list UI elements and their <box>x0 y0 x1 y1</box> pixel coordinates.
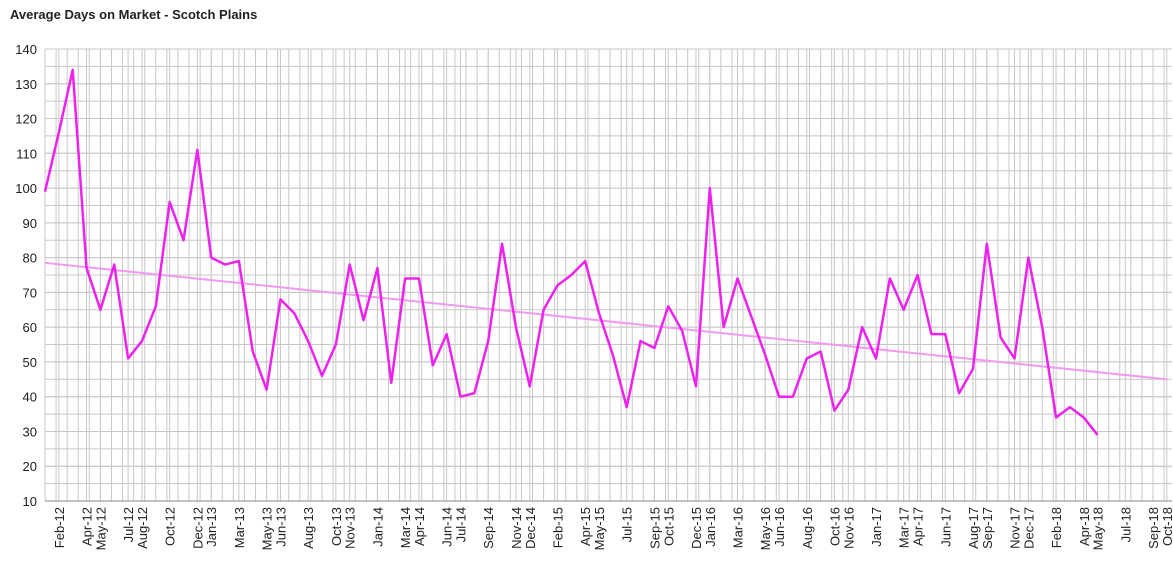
x-tick-label: Mar-14 <box>398 507 413 548</box>
x-tick-label: May-16 <box>758 507 773 550</box>
y-tick-label: 130 <box>15 77 37 92</box>
y-tick-label: 30 <box>23 424 37 439</box>
x-tick-label: Dec-15 <box>689 507 704 549</box>
y-tick-label: 80 <box>23 251 37 266</box>
x-tick-label: Oct-13 <box>329 507 344 546</box>
x-tick-label: Jul-12 <box>121 507 136 542</box>
y-tick-label: 20 <box>23 459 37 474</box>
x-tick-label: Nov-13 <box>343 507 358 549</box>
x-tick-label: Aug-13 <box>301 507 316 549</box>
x-tick-label: Dec-14 <box>523 507 538 549</box>
x-tick-label: May-12 <box>93 507 108 550</box>
x-tick-label: Sep-17 <box>980 507 995 549</box>
x-tick-label: Jan-14 <box>370 507 385 547</box>
x-tick-label: Apr-12 <box>80 507 95 546</box>
y-tick-label: 140 <box>15 42 37 57</box>
y-tick-label: 90 <box>23 216 37 231</box>
x-tick-label: Oct-18 <box>1160 507 1173 546</box>
x-tick-label: Sep-18 <box>1146 507 1161 549</box>
x-tick-label: Jan-16 <box>703 507 718 547</box>
x-tick-label: Aug-12 <box>135 507 150 549</box>
y-tick-label: 60 <box>23 320 37 335</box>
x-tick-label: Jan-17 <box>869 507 884 547</box>
x-tick-label: Oct-12 <box>163 507 178 546</box>
y-tick-label: 100 <box>15 181 37 196</box>
x-tick-label: Jul-15 <box>620 507 635 542</box>
x-tick-label: Aug-16 <box>800 507 815 549</box>
x-tick-label: Dec-17 <box>1021 507 1036 549</box>
x-tick-label: May-15 <box>592 507 607 550</box>
x-tick-label: Jul-18 <box>1118 507 1133 542</box>
x-tick-label: Aug-17 <box>966 507 981 549</box>
y-tick-label: 70 <box>23 285 37 300</box>
x-tick-label: Sep-14 <box>481 507 496 549</box>
x-tick-label: Apr-14 <box>412 507 427 546</box>
x-tick-label: Feb-15 <box>550 507 565 548</box>
x-tick-label: Sep-15 <box>647 507 662 549</box>
x-tick-label: Nov-16 <box>841 507 856 549</box>
x-tick-label: Dec-12 <box>190 507 205 549</box>
x-tick-label: May-18 <box>1091 507 1106 550</box>
x-tick-label: Nov-17 <box>1008 507 1023 549</box>
x-tick-label: Jan-13 <box>204 507 219 547</box>
x-tick-label: May-13 <box>260 507 275 550</box>
y-tick-label: 120 <box>15 112 37 127</box>
chart-title: Average Days on Market - Scotch Plains <box>10 7 257 22</box>
x-tick-label: Apr-18 <box>1077 507 1092 546</box>
y-tick-label: 50 <box>23 355 37 370</box>
x-tick-label: Jul-14 <box>454 507 469 542</box>
x-tick-label: Oct-15 <box>661 507 676 546</box>
x-tick-label: Mar-16 <box>731 507 746 548</box>
y-tick-label: 40 <box>23 390 37 405</box>
x-tick-label: Jun-17 <box>938 507 953 547</box>
x-tick-label: Nov-14 <box>509 507 524 549</box>
y-tick-label: 110 <box>16 146 37 161</box>
x-tick-label: Jun-16 <box>772 507 787 547</box>
x-tick-label: Mar-13 <box>232 507 247 548</box>
y-tick-label: 10 <box>23 494 37 509</box>
x-tick-label: Oct-16 <box>827 507 842 546</box>
x-tick-label: Mar-17 <box>897 507 912 548</box>
x-tick-label: Jun-14 <box>440 507 455 547</box>
x-tick-label: Feb-12 <box>52 507 67 548</box>
x-tick-label: Jun-13 <box>273 507 288 547</box>
data-line <box>43 68 1099 436</box>
x-tick-label: Apr-17 <box>911 507 926 546</box>
x-tick-label: Feb-18 <box>1049 507 1064 548</box>
trend-line <box>44 261 1167 381</box>
x-tick-label: Apr-15 <box>578 507 593 546</box>
